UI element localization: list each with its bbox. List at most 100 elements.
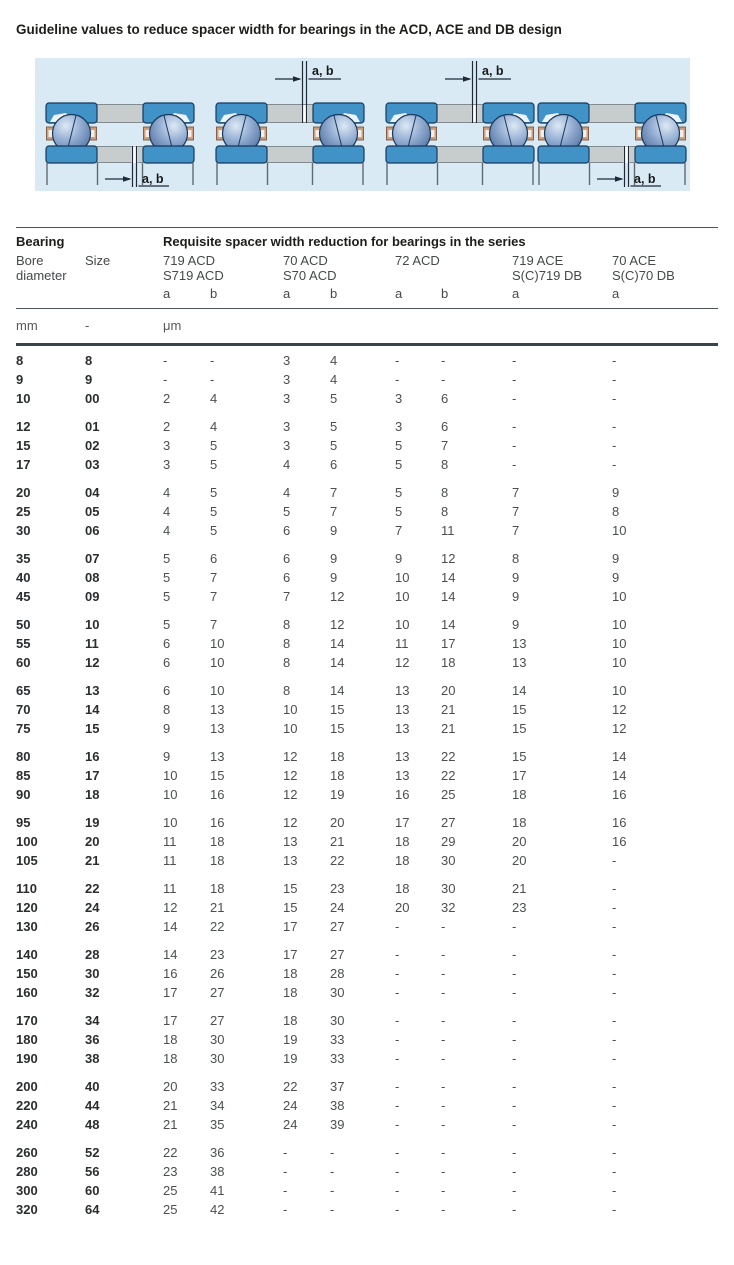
value-cell: 21 [441, 702, 456, 717]
table-group: 50 10 5 7 8 12 10 14 9 10 55 11 6 10 8 14 11 17 13 10 60 12 6 1… [16, 615, 718, 672]
bore-diameter-cell: 90 [16, 787, 31, 802]
value-cell: - [612, 457, 617, 472]
size-cell: 38 [85, 1051, 100, 1066]
value-cell: - [395, 1079, 400, 1094]
value-cell: 7 [283, 589, 291, 604]
value-cell: 8 [283, 617, 291, 632]
value-cell: 13 [210, 702, 225, 717]
value-cell: 16 [210, 787, 225, 802]
value-cell: 24 [283, 1098, 298, 1113]
value-cell: 5 [330, 438, 338, 453]
value-cell: - [330, 1202, 335, 1217]
value-cell: - [512, 1145, 517, 1160]
value-cell: 12 [283, 815, 298, 830]
value-cell: 21 [512, 881, 527, 896]
value-cell: 14 [330, 683, 345, 698]
value-cell: - [441, 1098, 446, 1113]
table-group: 65 13 6 10 8 14 13 20 14 10 70 14 8 13 10 15 13 21 15 12 75 1… [16, 681, 718, 738]
size-cell: 16 [85, 749, 100, 764]
value-cell: 17 [441, 636, 456, 651]
value-cell: 27 [330, 919, 345, 934]
value-cell: 10 [612, 636, 627, 651]
value-cell: 10 [210, 636, 225, 651]
value-cell: 13 [512, 655, 527, 670]
size-cell: 01 [85, 419, 100, 434]
value-cell: 6 [163, 636, 171, 651]
table-group: 35 07 5 6 6 9 9 12 8 9 40 08 5 7 6 9 10 14 9 9 45 09 5 7 7 12 10 14… [16, 549, 718, 606]
table-group: 95 19 10 16 12 20 17 27 18 16 100 20 11 18 13 21 18 29 20 1… [16, 813, 718, 870]
value-cell: - [512, 457, 517, 472]
value-cell: 12 [283, 749, 298, 764]
bore-diameter-cell: 140 [16, 947, 38, 962]
value-cell: 22 [283, 1079, 298, 1094]
subheader-b: b [441, 286, 449, 301]
value-cell: 3 [283, 391, 291, 406]
size-cell: 17 [85, 768, 100, 783]
value-cell: - [512, 1164, 517, 1179]
value-cell: - [512, 985, 517, 1000]
value-cell: 20 [330, 815, 345, 830]
bore-diameter-cell: 300 [16, 1183, 38, 1198]
value-cell: 21 [330, 834, 345, 849]
value-cell: 14 [330, 655, 345, 670]
size-cell: 08 [85, 570, 100, 585]
size-cell: 10 [85, 617, 100, 632]
size-cell: 04 [85, 485, 100, 500]
value-cell: 14 [512, 683, 527, 698]
value-cell: - [441, 966, 446, 981]
value-cell: - [395, 1117, 400, 1132]
bore-diameter-cell: 170 [16, 1013, 38, 1028]
value-cell: 14 [163, 919, 178, 934]
value-cell: - [395, 947, 400, 962]
value-cell: 22 [210, 919, 225, 934]
bearing-pairs-figure: a, b a, b [35, 58, 690, 191]
value-cell: - [441, 919, 446, 934]
size-cell: 30 [85, 966, 100, 981]
value-cell: - [441, 353, 446, 368]
size-cell: 15 [85, 721, 100, 736]
size-cell: 19 [85, 815, 100, 830]
table-group: 140 28 14 23 17 27- - - -150 30 16 26 18 28- - - -160 32 1… [16, 945, 718, 1002]
bore-diameter-cell: 12 [16, 419, 31, 434]
bore-diameter-cell: 55 [16, 636, 31, 651]
subheader-a: a [512, 286, 520, 301]
value-cell: 6 [210, 551, 218, 566]
value-cell: - [330, 1145, 335, 1160]
value-cell: 7 [441, 438, 449, 453]
value-cell: 11 [395, 636, 409, 651]
value-cell: - [612, 353, 617, 368]
value-cell: - [512, 353, 517, 368]
size-cell: 21 [85, 853, 100, 868]
header-series-70acd: 70 ACD S70 ACD [283, 253, 337, 283]
value-cell: 4 [330, 353, 338, 368]
value-cell: 18 [330, 768, 345, 783]
value-cell: - [512, 919, 517, 934]
value-cell: 22 [163, 1145, 178, 1160]
value-cell: 18 [163, 1032, 178, 1047]
value-cell: 6 [163, 683, 171, 698]
value-cell: 27 [210, 1013, 225, 1028]
value-cell: 25 [163, 1202, 178, 1217]
value-cell: 33 [330, 1051, 345, 1066]
value-cell: - [612, 1145, 617, 1160]
value-cell: 5 [163, 570, 171, 585]
value-cell: 20 [512, 834, 527, 849]
value-cell: 42 [210, 1202, 225, 1217]
value-cell: - [612, 1117, 617, 1132]
value-cell: 16 [612, 815, 627, 830]
value-cell: - [612, 985, 617, 1000]
value-cell: 38 [210, 1164, 225, 1179]
bore-diameter-cell: 8 [16, 353, 24, 368]
value-cell: - [210, 353, 215, 368]
value-cell: 6 [283, 551, 291, 566]
value-cell: 21 [210, 900, 225, 915]
value-cell: 4 [283, 457, 291, 472]
value-cell: 4 [210, 391, 218, 406]
value-cell: 33 [210, 1079, 225, 1094]
value-cell: 8 [441, 485, 449, 500]
value-cell: 5 [163, 589, 171, 604]
value-cell: 6 [441, 391, 449, 406]
value-cell: 30 [210, 1051, 225, 1066]
value-cell: - [441, 1013, 446, 1028]
size-cell: 18 [85, 787, 100, 802]
